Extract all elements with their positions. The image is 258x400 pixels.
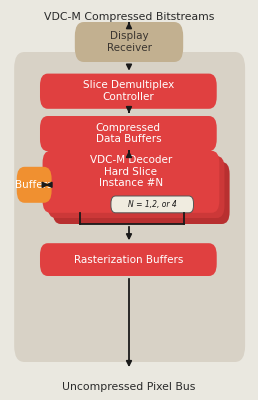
FancyBboxPatch shape <box>17 167 52 203</box>
Text: Display
Receiver: Display Receiver <box>107 31 151 53</box>
FancyBboxPatch shape <box>48 156 224 218</box>
Text: N = 1,2, or 4: N = 1,2, or 4 <box>128 200 176 209</box>
Text: Uncompressed Pixel Bus: Uncompressed Pixel Bus <box>62 382 196 392</box>
Text: Slice Demultiplex
Controller: Slice Demultiplex Controller <box>83 80 174 102</box>
FancyBboxPatch shape <box>53 162 230 224</box>
FancyBboxPatch shape <box>111 196 194 213</box>
FancyBboxPatch shape <box>40 116 217 151</box>
Text: VDC-M Compressed Bitstreams: VDC-M Compressed Bitstreams <box>44 12 214 22</box>
FancyBboxPatch shape <box>43 151 219 213</box>
Text: Rasterization Buffers: Rasterization Buffers <box>74 255 183 265</box>
FancyBboxPatch shape <box>40 74 217 109</box>
FancyBboxPatch shape <box>14 52 245 362</box>
Text: VDC-M Decoder
Hard Slice
Instance #N: VDC-M Decoder Hard Slice Instance #N <box>90 155 172 188</box>
Text: Compressed
Data Buffers: Compressed Data Buffers <box>95 123 161 144</box>
Text: Buffers: Buffers <box>15 180 53 190</box>
FancyBboxPatch shape <box>75 22 183 62</box>
FancyBboxPatch shape <box>40 243 217 276</box>
